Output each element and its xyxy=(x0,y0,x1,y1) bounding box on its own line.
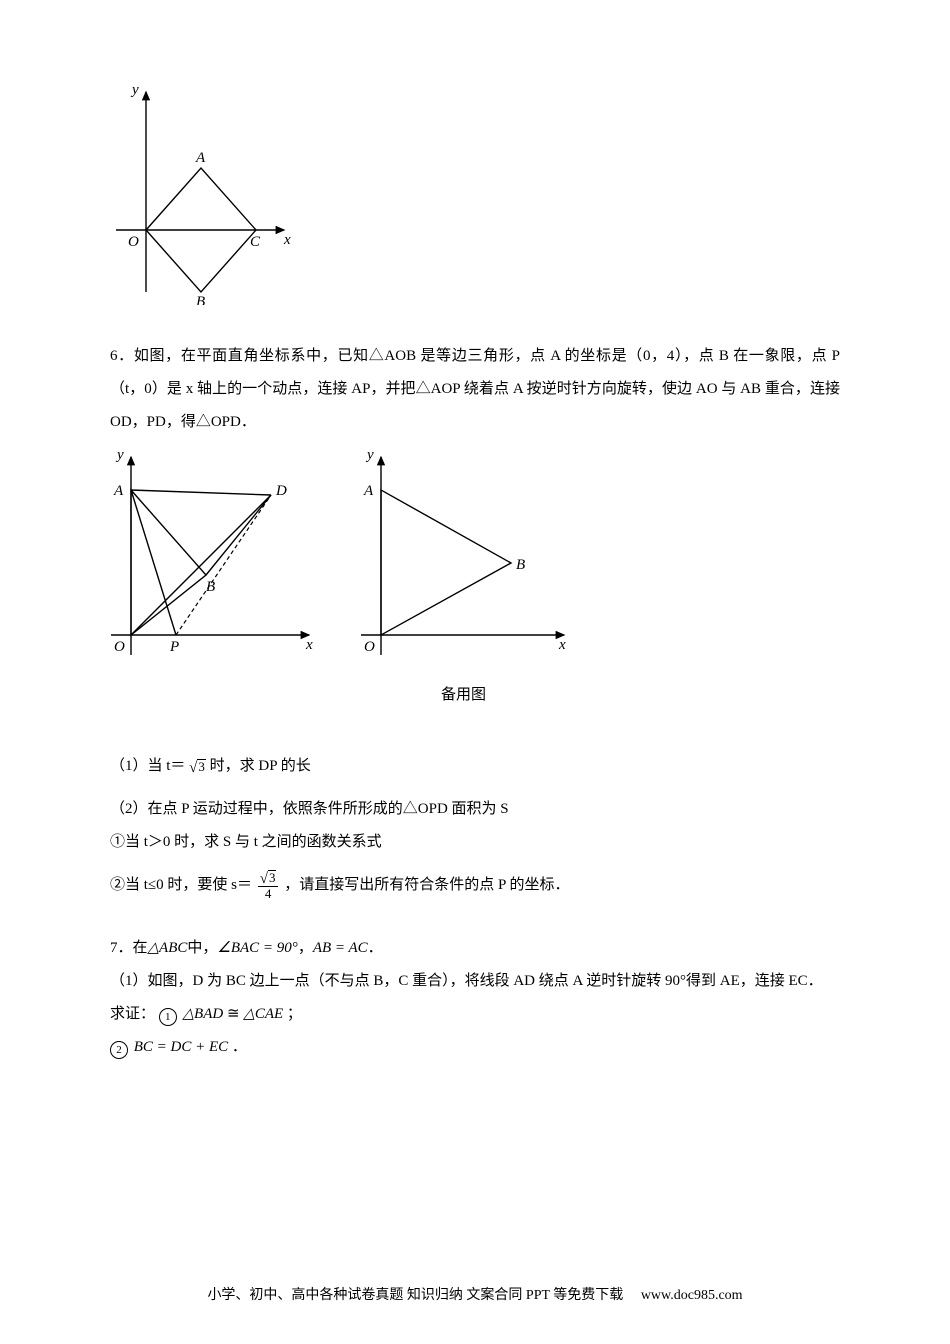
fraction-sqrt3-over-4: √3 4 xyxy=(258,870,279,901)
circled-1-icon: 1 xyxy=(159,1008,177,1026)
figure-5-diamond: y x O A B C xyxy=(106,80,840,310)
sqrt-3-icon: √3 xyxy=(189,759,206,775)
figure-6-right-caption: 备用图 xyxy=(356,683,571,704)
svg-text:x: x xyxy=(305,637,313,653)
figure-6-left-svg: y x O A B P D xyxy=(106,445,316,660)
figure-6-right-svg: y x O A B xyxy=(356,445,571,660)
svg-text:D: D xyxy=(275,483,287,499)
svg-text:O: O xyxy=(114,639,125,655)
p7-prove-line1: 求证： 1 △BAD ≅ △CAE ； xyxy=(110,998,840,1031)
point-C-label: C xyxy=(250,234,261,250)
svg-text:y: y xyxy=(115,447,124,463)
problem-7: 7．在△ABC中，∠BAC = 90°，AB = AC． （1）如图，D 为 B… xyxy=(110,932,840,1064)
figure-6-row: y x O A B P D y x O xyxy=(106,445,840,704)
problem-6-part2: （2）在点 P 运动过程中，依照条件所形成的△OPD 面积为 S ①当 t＞0 … xyxy=(110,793,840,902)
point-B-label: B xyxy=(196,294,205,305)
p6-part1-pre: （1）当 t＝ xyxy=(110,758,185,774)
problem-6-stem: 6．如图，在平面直角坐标系中，已知△AOB 是等边三角形，点 A 的坐标是（0，… xyxy=(110,340,840,439)
svg-text:y: y xyxy=(365,447,374,463)
p7-stem: 7．在△ABC中，∠BAC = 90°，AB = AC． xyxy=(110,932,840,965)
footer-right-text: www.doc985.com xyxy=(641,1288,743,1303)
svg-text:A: A xyxy=(363,483,374,499)
point-A-label: A xyxy=(195,150,206,166)
svg-text:P: P xyxy=(169,639,179,655)
svg-text:B: B xyxy=(516,557,525,573)
figure-6-left: y x O A B P D xyxy=(106,445,316,665)
figure-6-right: y x O A B 备用图 xyxy=(356,445,571,704)
footer-left-text: 小学、初中、高中各种试卷真题 知识归纳 文案合同 PPT 等免费下载 xyxy=(207,1288,623,1303)
svg-text:O: O xyxy=(364,639,375,655)
p6-part1-post: 时，求 DP 的长 xyxy=(210,758,311,774)
axis-x-label: x xyxy=(283,232,291,248)
p7-part1: （1）如图，D 为 BC 边上一点（不与点 B，C 重合），将线段 AD 绕点 … xyxy=(110,965,840,998)
circled-2-icon: 2 xyxy=(110,1041,128,1059)
p6-part2-sub1: ①当 t＞0 时，求 S 与 t 之间的函数关系式 xyxy=(110,826,840,859)
svg-text:x: x xyxy=(558,637,566,653)
figure-5-svg: y x O A B C xyxy=(106,80,296,305)
axis-y-label: y xyxy=(130,82,139,98)
p6-part2-sub2: ②当 t≤0 时，要使 s＝ √3 4 ，请直接写出所有符合条件的点 P 的坐标… xyxy=(110,869,840,902)
p7-prove-line2: 2 BC = DC + EC ． xyxy=(110,1031,840,1064)
origin-label: O xyxy=(128,234,139,250)
page-footer: 小学、初中、高中各种试卷真题 知识归纳 文案合同 PPT 等免费下载 www.d… xyxy=(0,1284,950,1304)
problem-6-part1: （1）当 t＝ √3 时，求 DP 的长 xyxy=(110,750,840,783)
p6-part2-stem: （2）在点 P 运动过程中，依照条件所形成的△OPD 面积为 S xyxy=(110,793,840,826)
svg-text:B: B xyxy=(206,579,215,595)
svg-text:A: A xyxy=(113,483,124,499)
